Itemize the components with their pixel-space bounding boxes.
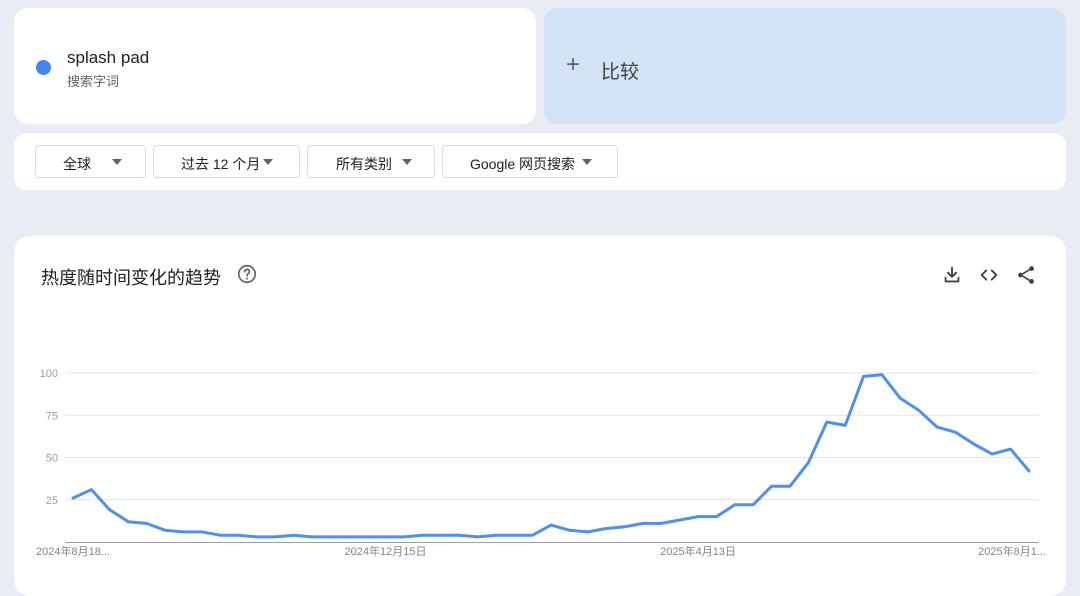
data-point <box>292 534 295 537</box>
data-point <box>476 535 479 539</box>
data-point <box>972 442 976 446</box>
data-point <box>880 373 884 376</box>
data-point <box>1009 447 1012 451</box>
data-point <box>623 525 626 528</box>
region-filter-label: 全球 <box>63 156 91 172</box>
series-line <box>71 373 1031 539</box>
time-range-filter[interactable]: 过去 12 个月 <box>153 145 300 178</box>
data-point <box>807 461 810 464</box>
data-point <box>494 534 498 537</box>
data-point <box>457 534 461 537</box>
data-point <box>843 424 847 427</box>
data-point <box>586 530 589 534</box>
data-point <box>770 485 773 488</box>
data-point <box>182 530 185 534</box>
filter-bar: 全球 过去 12 个月 所有类别 Google 网页搜索 <box>14 133 1066 190</box>
data-point <box>108 508 111 512</box>
data-point <box>862 375 865 378</box>
chevron-down-icon <box>582 159 592 165</box>
data-point <box>421 534 424 537</box>
chart-title: 热度随时间变化的趋势 <box>41 268 221 288</box>
data-point <box>365 535 369 539</box>
region-filter[interactable]: 全球 <box>35 145 146 178</box>
data-point <box>733 503 737 507</box>
data-point <box>604 527 608 530</box>
search-type-filter[interactable]: Google 网页搜索 <box>442 145 618 178</box>
data-point <box>678 518 681 522</box>
data-point <box>954 430 957 434</box>
data-point <box>274 535 277 539</box>
download-icon[interactable] <box>941 264 963 286</box>
data-point <box>126 520 130 523</box>
data-point <box>935 425 939 429</box>
compare-label: 比较 <box>601 62 640 83</box>
data-point <box>788 485 792 488</box>
x-tick-label: 2024年8月18... <box>36 544 110 558</box>
y-tick-label: 50 <box>46 453 58 465</box>
data-point <box>991 452 994 456</box>
data-point <box>145 522 148 525</box>
embed-code-icon[interactable] <box>978 264 1000 286</box>
x-tick-label: 2024年12月15日 <box>345 544 427 558</box>
data-point <box>715 515 718 518</box>
search-term-type: 搜索字词 <box>67 74 120 89</box>
data-point <box>899 397 902 400</box>
data-point <box>200 530 203 534</box>
category-filter[interactable]: 所有类别 <box>307 145 435 178</box>
search-term-name[interactable]: splash pad <box>67 48 150 67</box>
share-icon[interactable] <box>1015 264 1037 286</box>
data-point <box>531 534 534 537</box>
data-point <box>917 408 920 412</box>
data-point <box>439 534 442 537</box>
data-point <box>90 488 93 491</box>
data-point <box>752 503 755 507</box>
data-point <box>71 496 75 500</box>
data-point <box>641 522 645 525</box>
data-point <box>549 523 553 527</box>
data-point <box>513 534 516 537</box>
data-point <box>237 534 240 537</box>
chevron-down-icon <box>402 159 412 165</box>
interest-line-chart: 25 50 75 100 2024年8月18... 2024年12月15日 2025年4月1… <box>36 368 1046 558</box>
chevron-down-icon <box>263 159 273 165</box>
data-point <box>329 535 332 539</box>
y-tick-label: 75 <box>46 410 58 422</box>
data-point <box>255 535 259 539</box>
data-point <box>402 535 406 539</box>
data-point <box>163 528 167 532</box>
help-icon[interactable] <box>236 263 258 285</box>
x-tick-label: 2025年8月1... <box>978 544 1046 558</box>
category-filter-label: 所有类别 <box>336 156 392 172</box>
data-point <box>660 522 663 525</box>
y-tick-label: 25 <box>46 495 58 507</box>
data-point <box>347 535 350 539</box>
time-range-filter-label: 过去 12 个月 <box>181 156 261 172</box>
search-type-filter-label: Google 网页搜索 <box>470 156 576 172</box>
data-point <box>568 528 571 532</box>
chevron-down-icon <box>112 159 122 165</box>
search-term-card[interactable]: splash pad 搜索字词 <box>14 8 536 124</box>
series-color-dot <box>36 60 51 75</box>
interest-over-time-card: 25 50 75 100 2024年8月18... 2024年12月15日 2025年4月1… <box>14 236 1066 596</box>
data-point <box>218 534 222 537</box>
data-point <box>696 515 700 518</box>
y-tick-label: 100 <box>40 368 58 380</box>
data-point <box>310 535 314 539</box>
data-point <box>384 535 387 539</box>
compare-button[interactable]: + 比较 <box>544 8 1066 124</box>
add-icon: + <box>566 51 581 78</box>
x-tick-label: 2025年4月13日 <box>660 544 736 558</box>
data-point <box>1027 469 1031 473</box>
data-point <box>825 420 828 424</box>
